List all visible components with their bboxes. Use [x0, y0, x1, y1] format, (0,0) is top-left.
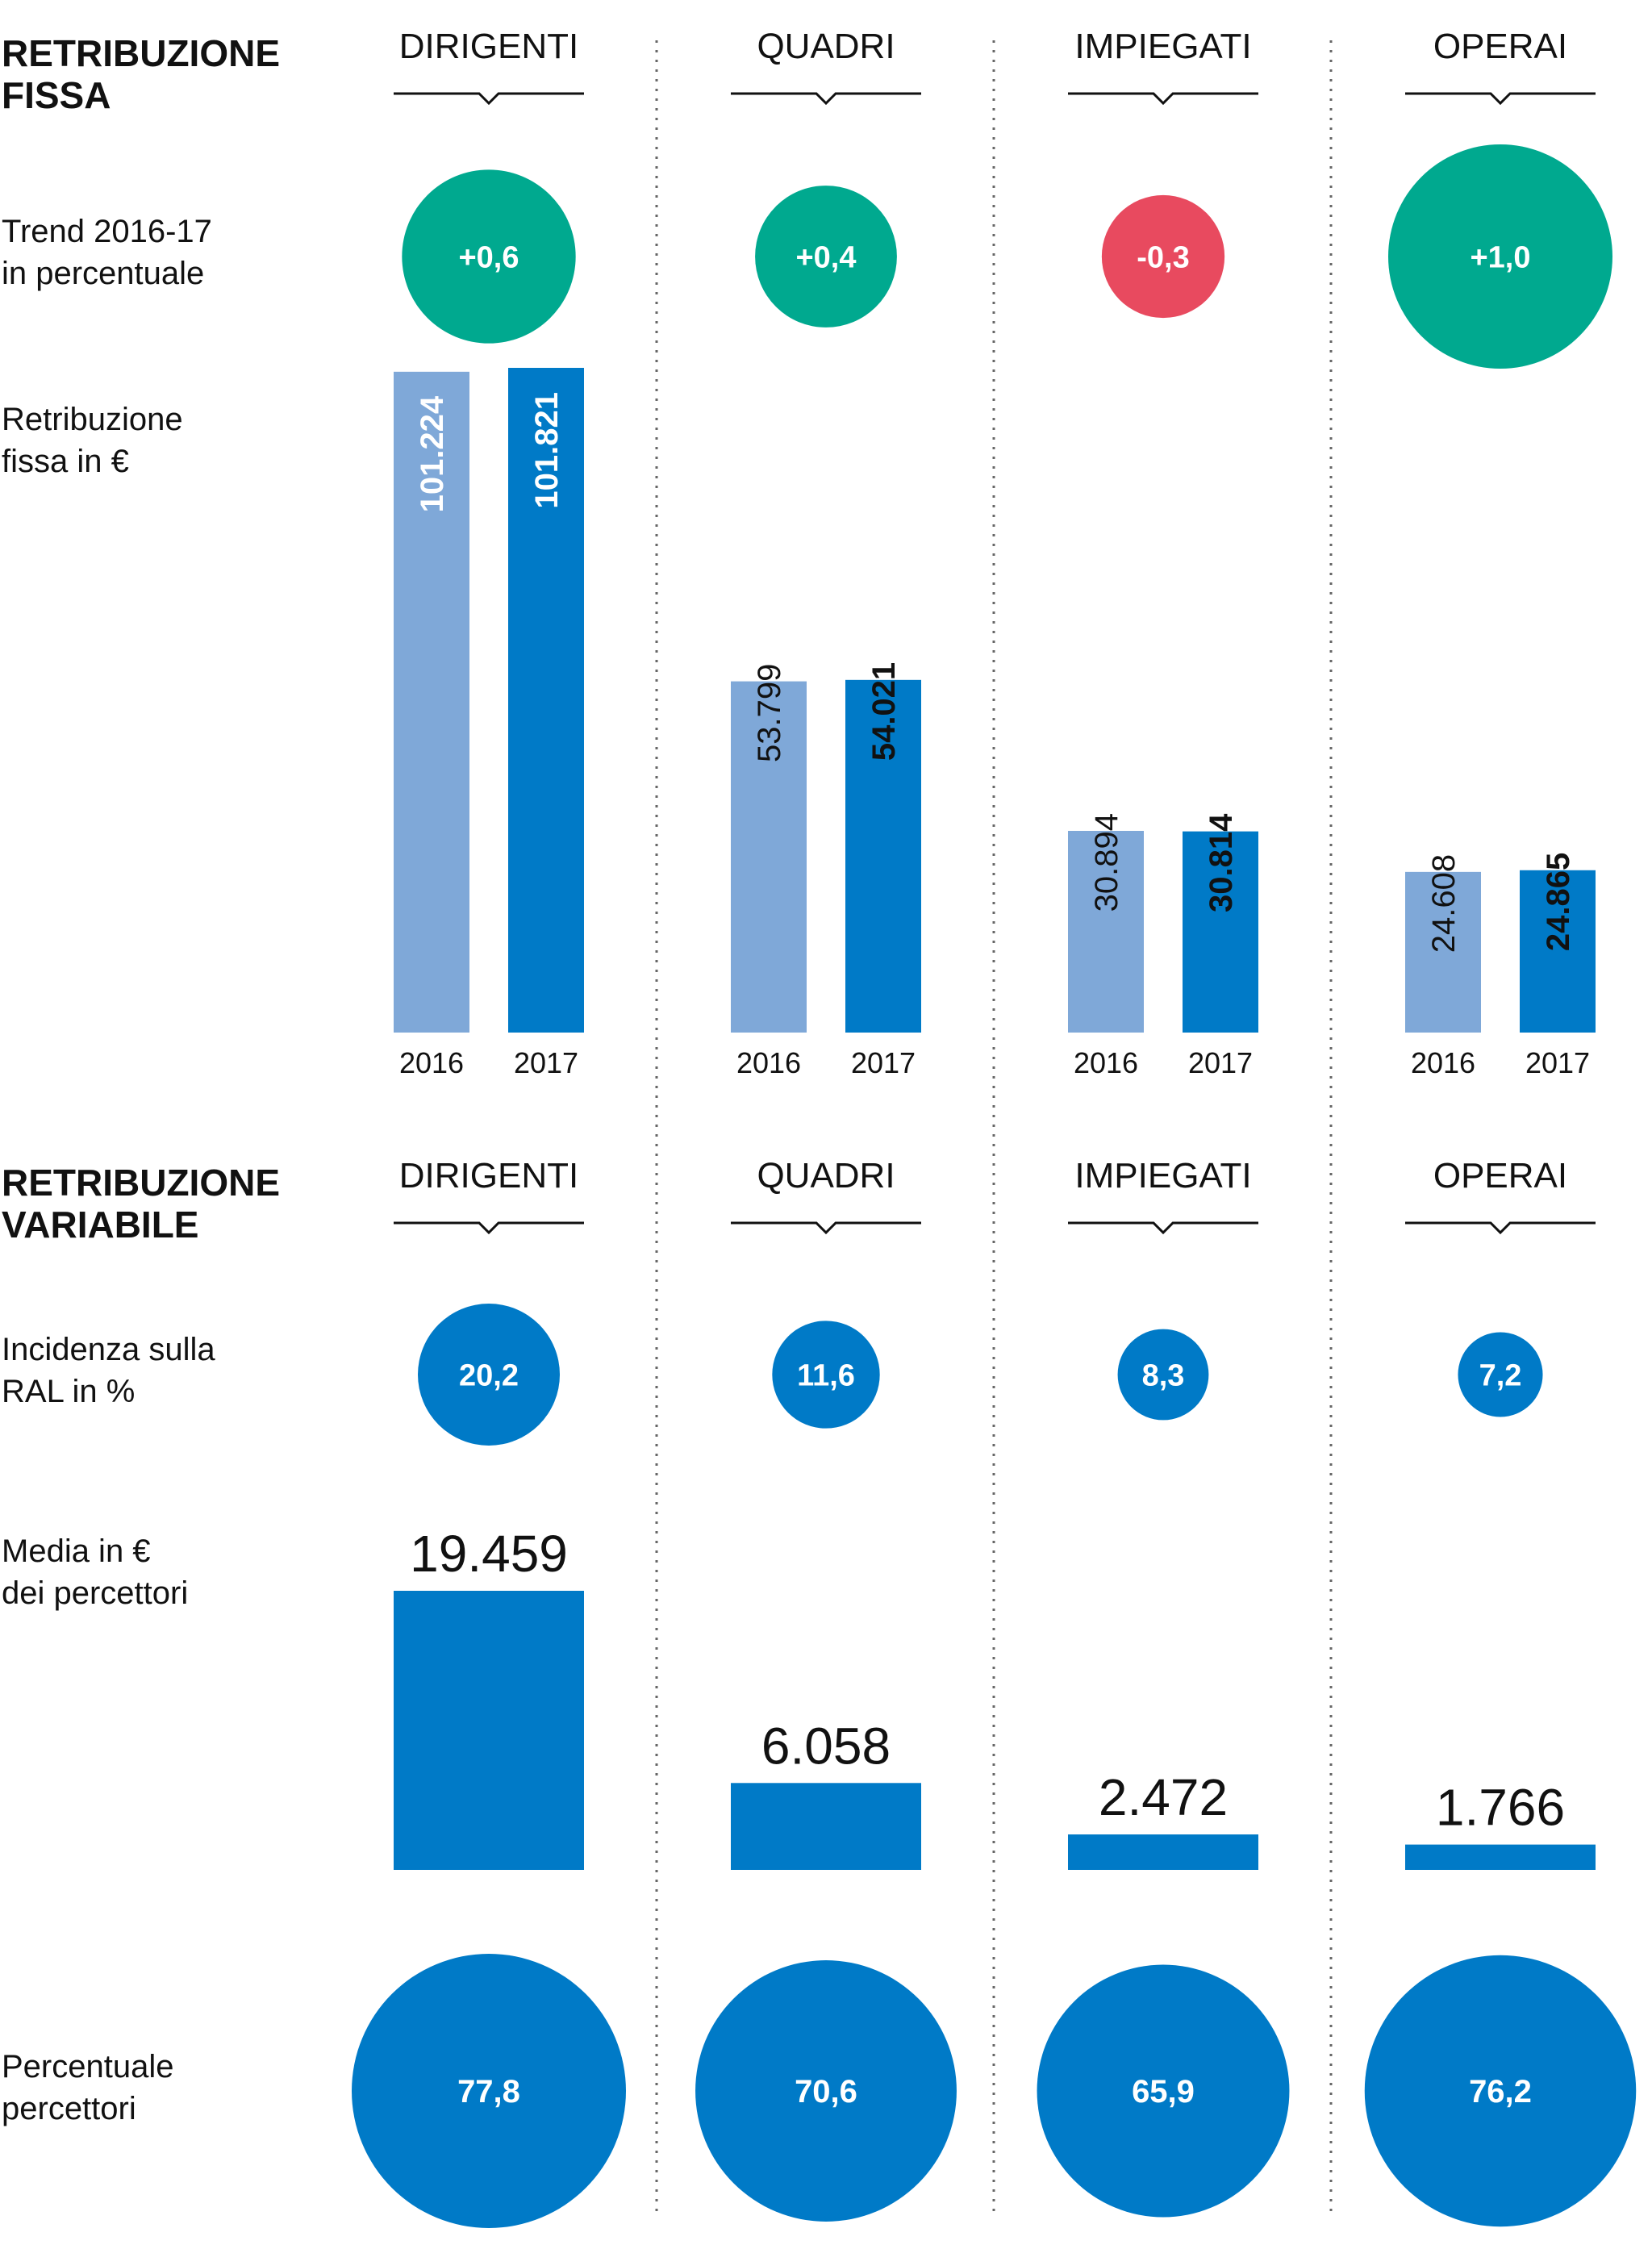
fixed-salary-bar-operai-2017 — [1520, 870, 1596, 1033]
average-variable-value-label: 2.472 — [1099, 1768, 1228, 1826]
incidence-bubble-impiegati — [1117, 1329, 1209, 1421]
recipients-share-bubble-label: 70,6 — [795, 2074, 857, 2109]
recipients-share-bubble-impiegati — [1037, 1964, 1290, 2218]
recipients-share-bubble-operai — [1364, 1955, 1637, 2227]
category-header-quadri: QUADRI — [757, 1156, 895, 1196]
incidence-bubble-dirigenti — [418, 1304, 560, 1446]
fixed-section-title: FISSA — [2, 74, 111, 116]
share-row-label: percettori — [2, 2091, 136, 2126]
category-header-underline — [1068, 1221, 1258, 1235]
fixed-salary-bar-impiegati-2017 — [1183, 831, 1258, 1033]
average-variable-value-label: 6.058 — [761, 1717, 891, 1775]
share-row-label: Percentuale — [2, 2049, 173, 2084]
trend-bubble-operai — [1388, 144, 1612, 369]
category-header-impiegati: IMPIEGATI — [1074, 27, 1251, 66]
recipients-share-bubble-label: 76,2 — [1469, 2074, 1532, 2109]
fixed-salary-bar-dirigenti-2017 — [508, 368, 584, 1033]
fixed-salary-year-label: 2016 — [1074, 1046, 1138, 1079]
chart-marks: DIRIGENTI QUADRI IMPIEGATI OPERAI DIRIGENTI Q… — [352, 27, 1637, 2228]
incidence-bubble-label: 7,2 — [1479, 1358, 1522, 1392]
incidence-bubble-label: 20,2 — [459, 1358, 519, 1392]
incidence-bubble-label: 8,3 — [1142, 1358, 1185, 1392]
category-header-dirigenti: DIRIGENTI — [399, 1156, 578, 1196]
incidence-bubble-label: 11,6 — [797, 1358, 855, 1392]
fixed-salary-bar-dirigenti-2016 — [394, 371, 469, 1033]
category-header-underline — [731, 1221, 921, 1235]
trend-bubble-label: -0,3 — [1137, 240, 1189, 274]
category-header-underline — [394, 92, 584, 106]
category-header-underline — [731, 92, 921, 106]
trend-row-label: Trend 2016-17 — [2, 214, 212, 249]
category-header-operai: OPERAI — [1433, 27, 1567, 66]
variable-section-title: RETRIBUZIONE — [2, 1162, 280, 1204]
category-header-underline — [1405, 92, 1596, 106]
category-header-underline — [394, 1221, 584, 1235]
average-variable-bar-operai — [1405, 1844, 1596, 1870]
fixed-salary-value-label: 101.821 — [529, 392, 565, 509]
fixed-salary-year-label: 2016 — [1411, 1046, 1475, 1079]
fixed-salary-value-label: 54.021 — [866, 662, 902, 761]
fixed-salary-bar-quadri-2016 — [731, 681, 807, 1033]
average-row-label: Media in € — [2, 1534, 151, 1569]
average-variable-value-label: 1.766 — [1436, 1779, 1565, 1837]
fixed-salary-bar-impiegati-2016 — [1068, 830, 1144, 1033]
salary-row-label: fissa in € — [2, 444, 129, 479]
recipients-share-bubble-label: 65,9 — [1132, 2074, 1195, 2109]
variable-section-title: VARIABILE — [2, 1204, 199, 1246]
trend-bubble-label: +1,0 — [1470, 240, 1530, 274]
fixed-salary-value-label: 24.608 — [1426, 854, 1462, 953]
salary-row-label: Retribuzione — [2, 402, 183, 437]
trend-row-label: in percentuale — [2, 256, 204, 291]
average-variable-bar-impiegati — [1068, 1834, 1258, 1870]
recipients-share-bubble-dirigenti — [352, 1954, 626, 2228]
average-variable-bar-quadri — [731, 1783, 921, 1870]
category-header-underline — [1068, 92, 1258, 106]
incidence-row-label: Incidenza sulla — [2, 1332, 215, 1367]
average-variable-bar-dirigenti — [394, 1591, 584, 1870]
fixed-salary-bar-quadri-2017 — [845, 679, 921, 1033]
trend-bubble-impiegati — [1101, 194, 1225, 319]
recipients-share-bubble-label: 77,8 — [457, 2074, 520, 2109]
fixed-salary-year-label: 2016 — [736, 1046, 801, 1079]
category-header-operai: OPERAI — [1433, 1156, 1567, 1196]
fixed-salary-value-label: 30.814 — [1204, 813, 1239, 912]
category-header-dirigenti: DIRIGENTI — [399, 27, 578, 66]
incidence-row-label: RAL in % — [2, 1374, 135, 1409]
average-row-label: dei percettori — [2, 1575, 188, 1611]
fixed-salary-year-label: 2017 — [851, 1046, 916, 1079]
fixed-salary-value-label: 53.799 — [752, 664, 787, 762]
fixed-salary-year-label: 2017 — [1525, 1046, 1590, 1079]
fixed-section-title: RETRIBUZIONE — [2, 32, 280, 74]
category-header-quadri: QUADRI — [757, 27, 895, 66]
fixed-salary-value-label: 30.894 — [1089, 813, 1124, 912]
fixed-salary-year-label: 2016 — [399, 1046, 464, 1079]
trend-bubble-dirigenti — [402, 169, 576, 344]
fixed-salary-year-label: 2017 — [514, 1046, 578, 1079]
category-header-impiegati: IMPIEGATI — [1074, 1156, 1251, 1196]
incidence-bubble-operai — [1458, 1332, 1543, 1417]
trend-bubble-label: +0,6 — [458, 240, 519, 274]
fixed-salary-value-label: 101.224 — [415, 395, 450, 512]
trend-bubble-label: +0,4 — [795, 240, 856, 274]
fixed-salary-bar-operai-2016 — [1405, 871, 1481, 1033]
category-header-underline — [1405, 1221, 1596, 1235]
recipients-share-bubble-quadri — [695, 1960, 957, 2222]
fixed-salary-value-label: 24.865 — [1541, 853, 1576, 951]
average-variable-value-label: 19.459 — [410, 1525, 568, 1583]
fixed-salary-year-label: 2017 — [1188, 1046, 1253, 1079]
incidence-bubble-quadri — [772, 1321, 880, 1429]
trend-bubble-quadri — [755, 186, 897, 328]
